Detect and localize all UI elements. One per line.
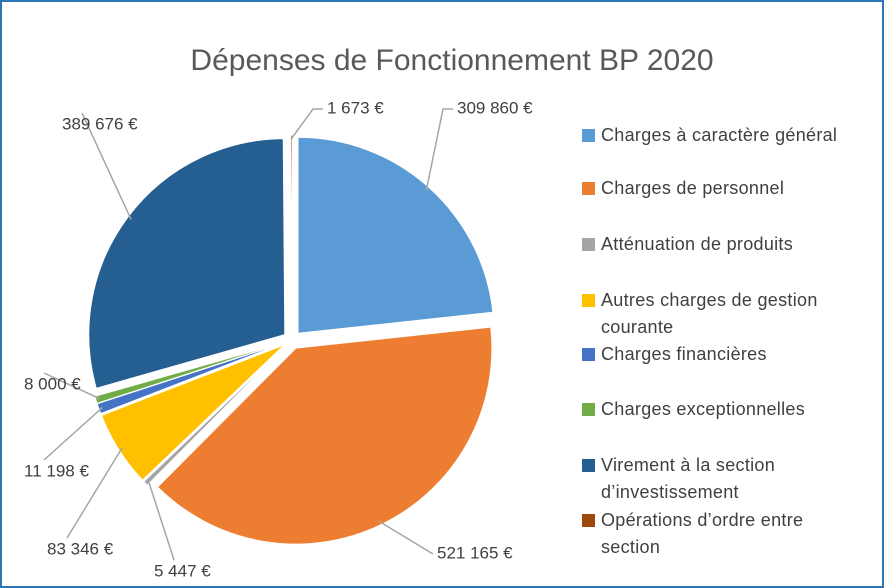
leader-line [425,108,453,191]
legend-swatch [582,514,595,527]
data-label: 5 447 € [154,561,211,580]
legend-label: Charges financières [601,344,767,364]
data-label: 1 673 € [327,98,384,117]
pie-slice [88,138,286,389]
legend-entry: Virement à la section d’investissement [582,452,857,506]
leader-line [290,108,323,140]
legend-label: Opérations d’ordre entre section [601,510,804,557]
pie-slice [156,326,493,545]
legend-entry: Charges de personnel [582,175,857,202]
leader-line [147,480,175,561]
leader-line [43,372,101,400]
pie-slice [100,344,285,481]
legend-label: Charges de personnel [601,178,785,198]
data-label: 521 165 € [437,543,513,562]
legend-swatch [582,182,595,195]
legend-swatch [582,459,595,472]
legend-label: Atténuation de produits [601,234,794,254]
pie-slice [297,136,494,334]
legend-entry: Charges financières [582,341,857,368]
leader-line [378,520,434,555]
legend-entry: Autres charges de gestion courante [582,287,857,341]
legend-entry: Charges exceptionnelles [582,396,857,423]
legend-entry: Charges à caractère général [582,122,857,149]
leader-line [43,406,104,461]
legend-label: Charges exceptionnelles [601,399,806,419]
legend-swatch [582,129,595,142]
legend-swatch [582,294,595,307]
data-label: 309 860 € [457,98,533,117]
leader-line [81,112,132,220]
legend-swatch [582,403,595,416]
pie-slice [289,134,293,332]
legend-label: Virement à la section d’investissement [601,455,776,502]
legend-swatch [582,348,595,361]
data-label: 11 198 € [24,461,89,480]
data-label: 8 000 € [24,374,81,393]
legend-swatch [582,238,595,251]
legend-entry: Atténuation de produits [582,231,857,258]
legend-label: Charges à caractère général [601,125,838,145]
pie-slice [143,345,286,486]
data-label: 83 346 € [47,539,114,558]
leader-line [66,447,123,539]
legend-entry: Opérations d’ordre entre section [582,507,857,561]
data-label: 389 676 € [62,114,138,133]
chart-title: Dépenses de Fonctionnement BP 2020 [190,44,713,77]
legend-label: Autres charges de gestion courante [601,290,818,337]
